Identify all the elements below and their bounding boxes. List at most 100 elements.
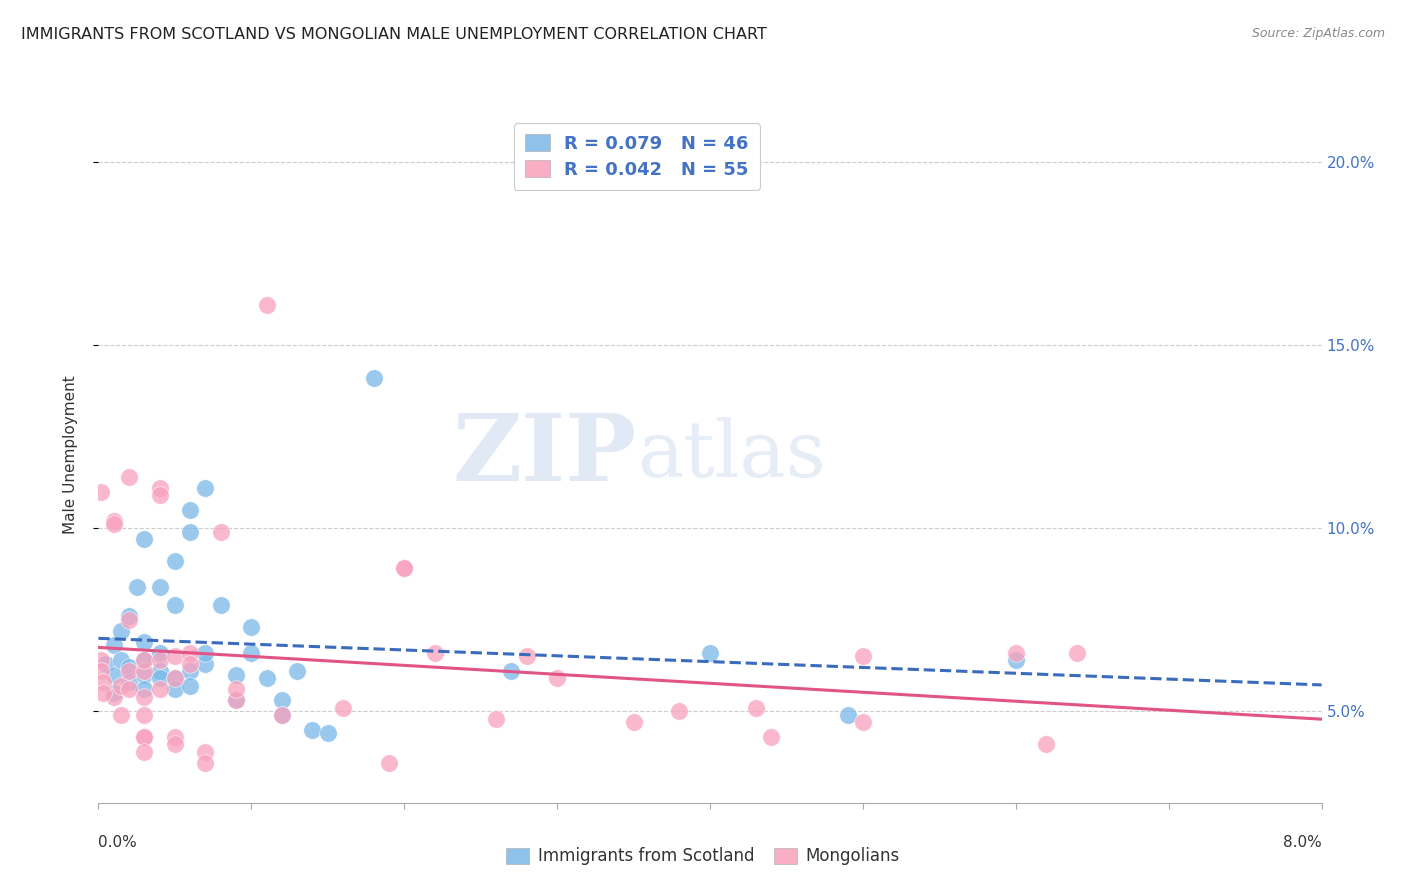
Point — [90, 664, 112, 678]
Point — [194, 657, 217, 671]
Point — [149, 580, 172, 594]
Point — [134, 730, 156, 744]
Point — [501, 664, 523, 678]
Point — [179, 664, 201, 678]
Text: 8.0%: 8.0% — [1282, 836, 1322, 850]
Point — [134, 653, 156, 667]
Point — [179, 503, 201, 517]
Point — [699, 646, 721, 660]
Point — [94, 657, 117, 671]
Point — [179, 657, 201, 671]
Point — [163, 682, 186, 697]
Point — [546, 671, 568, 685]
Point — [332, 700, 354, 714]
Point — [852, 715, 875, 730]
Point — [103, 667, 125, 681]
Point — [363, 371, 385, 385]
Point — [163, 598, 186, 612]
Point — [134, 745, 156, 759]
Point — [91, 675, 114, 690]
Point — [134, 634, 156, 648]
Point — [118, 470, 141, 484]
Point — [485, 712, 508, 726]
Point — [110, 679, 132, 693]
Point — [163, 554, 186, 568]
Point — [301, 723, 323, 737]
Point — [270, 707, 294, 722]
Point — [90, 484, 112, 499]
Point — [149, 653, 172, 667]
Point — [256, 298, 278, 312]
Point — [423, 646, 446, 660]
Point — [270, 707, 294, 722]
Point — [103, 690, 125, 704]
Point — [110, 653, 132, 667]
Point — [668, 704, 690, 718]
Point — [134, 730, 156, 744]
Point — [285, 664, 308, 678]
Text: IMMIGRANTS FROM SCOTLAND VS MONGOLIAN MALE UNEMPLOYMENT CORRELATION CHART: IMMIGRANTS FROM SCOTLAND VS MONGOLIAN MA… — [21, 27, 766, 42]
Point — [103, 638, 125, 652]
Point — [1035, 737, 1057, 751]
Point — [225, 693, 247, 707]
Point — [194, 756, 217, 770]
Point — [91, 686, 114, 700]
Point — [179, 679, 201, 693]
Point — [149, 488, 172, 502]
Text: Source: ZipAtlas.com: Source: ZipAtlas.com — [1251, 27, 1385, 40]
Point — [134, 532, 156, 546]
Point — [118, 664, 141, 678]
Point — [118, 609, 141, 624]
Point — [179, 524, 201, 539]
Point — [149, 646, 172, 660]
Point — [149, 671, 172, 685]
Point — [90, 653, 112, 667]
Point — [240, 620, 263, 634]
Point — [163, 730, 186, 744]
Point — [194, 646, 217, 660]
Point — [256, 671, 278, 685]
Point — [1004, 653, 1026, 667]
Point — [1066, 646, 1088, 660]
Point — [194, 745, 217, 759]
Point — [110, 624, 132, 638]
Point — [179, 646, 201, 660]
Point — [163, 671, 186, 685]
Text: 0.0%: 0.0% — [98, 836, 138, 850]
Point — [134, 690, 156, 704]
Point — [134, 682, 156, 697]
Point — [194, 481, 217, 495]
Point — [103, 686, 125, 700]
Point — [134, 653, 156, 667]
Point — [209, 598, 232, 612]
Point — [516, 649, 538, 664]
Legend: R = 0.079   N = 46, R = 0.042   N = 55: R = 0.079 N = 46, R = 0.042 N = 55 — [513, 123, 759, 189]
Point — [759, 730, 782, 744]
Point — [225, 667, 247, 681]
Point — [163, 649, 186, 664]
Text: ZIP: ZIP — [453, 410, 637, 500]
Point — [134, 667, 156, 681]
Point — [837, 707, 859, 722]
Point — [623, 715, 645, 730]
Point — [149, 481, 172, 495]
Point — [240, 646, 263, 660]
Legend: Immigrants from Scotland, Mongolians: Immigrants from Scotland, Mongolians — [499, 840, 907, 872]
Point — [125, 580, 148, 594]
Point — [378, 756, 401, 770]
Point — [852, 649, 875, 664]
Point — [163, 671, 186, 685]
Point — [745, 700, 768, 714]
Point — [392, 561, 416, 575]
Point — [270, 693, 294, 707]
Point — [118, 682, 141, 697]
Point — [118, 613, 141, 627]
Point — [316, 726, 339, 740]
Point — [118, 675, 141, 690]
Point — [209, 524, 232, 539]
Point — [392, 561, 416, 575]
Point — [163, 737, 186, 751]
Point — [134, 707, 156, 722]
Point — [134, 664, 156, 678]
Point — [149, 664, 172, 678]
